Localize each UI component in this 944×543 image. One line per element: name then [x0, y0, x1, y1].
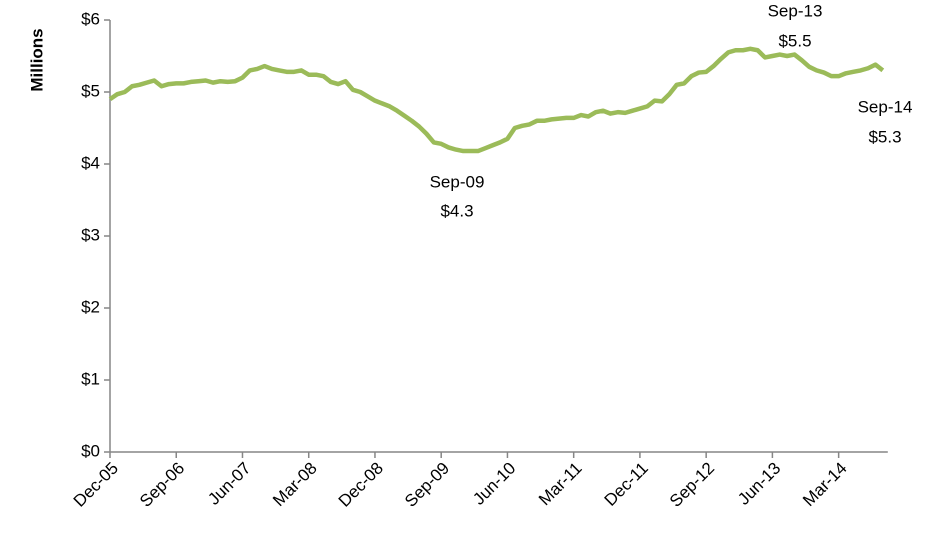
y-tick-label: $0: [81, 441, 100, 460]
annotation-value: $4.3: [440, 201, 473, 220]
x-tick-label: Mar-11: [535, 459, 586, 510]
y-tick-label: $4: [81, 153, 100, 172]
x-tick-label: Dec-05: [70, 459, 122, 511]
data-line: [108, 46, 885, 154]
x-tick-label: Jun-13: [734, 459, 784, 509]
y-tick-label: $1: [81, 369, 100, 388]
x-tick-label: Dec-08: [335, 459, 387, 511]
y-tick-label: $3: [81, 225, 100, 244]
x-tick-label: Sep-12: [666, 459, 718, 511]
x-tick-label: Sep-09: [401, 459, 453, 511]
annotation-value: $5.3: [868, 127, 901, 146]
x-tick-label: Mar-08: [269, 459, 321, 511]
annotation-label: Sep-13: [768, 1, 823, 20]
annotation-label: Sep-09: [430, 172, 485, 191]
x-tick-label: Sep-06: [136, 459, 188, 511]
x-tick-label: Jun-10: [469, 459, 519, 509]
annotation-value: $5.5: [778, 31, 811, 50]
annotation-label: Sep-14: [858, 97, 913, 116]
y-axis-label: Millions: [27, 28, 46, 91]
x-tick-label: Dec-11: [601, 459, 652, 510]
x-tick-label: Jun-07: [204, 459, 254, 509]
y-tick-label: $2: [81, 297, 100, 316]
y-tick-label: $6: [81, 9, 100, 28]
y-tick-label: $5: [81, 81, 100, 100]
x-tick-label: Mar-14: [799, 459, 851, 511]
